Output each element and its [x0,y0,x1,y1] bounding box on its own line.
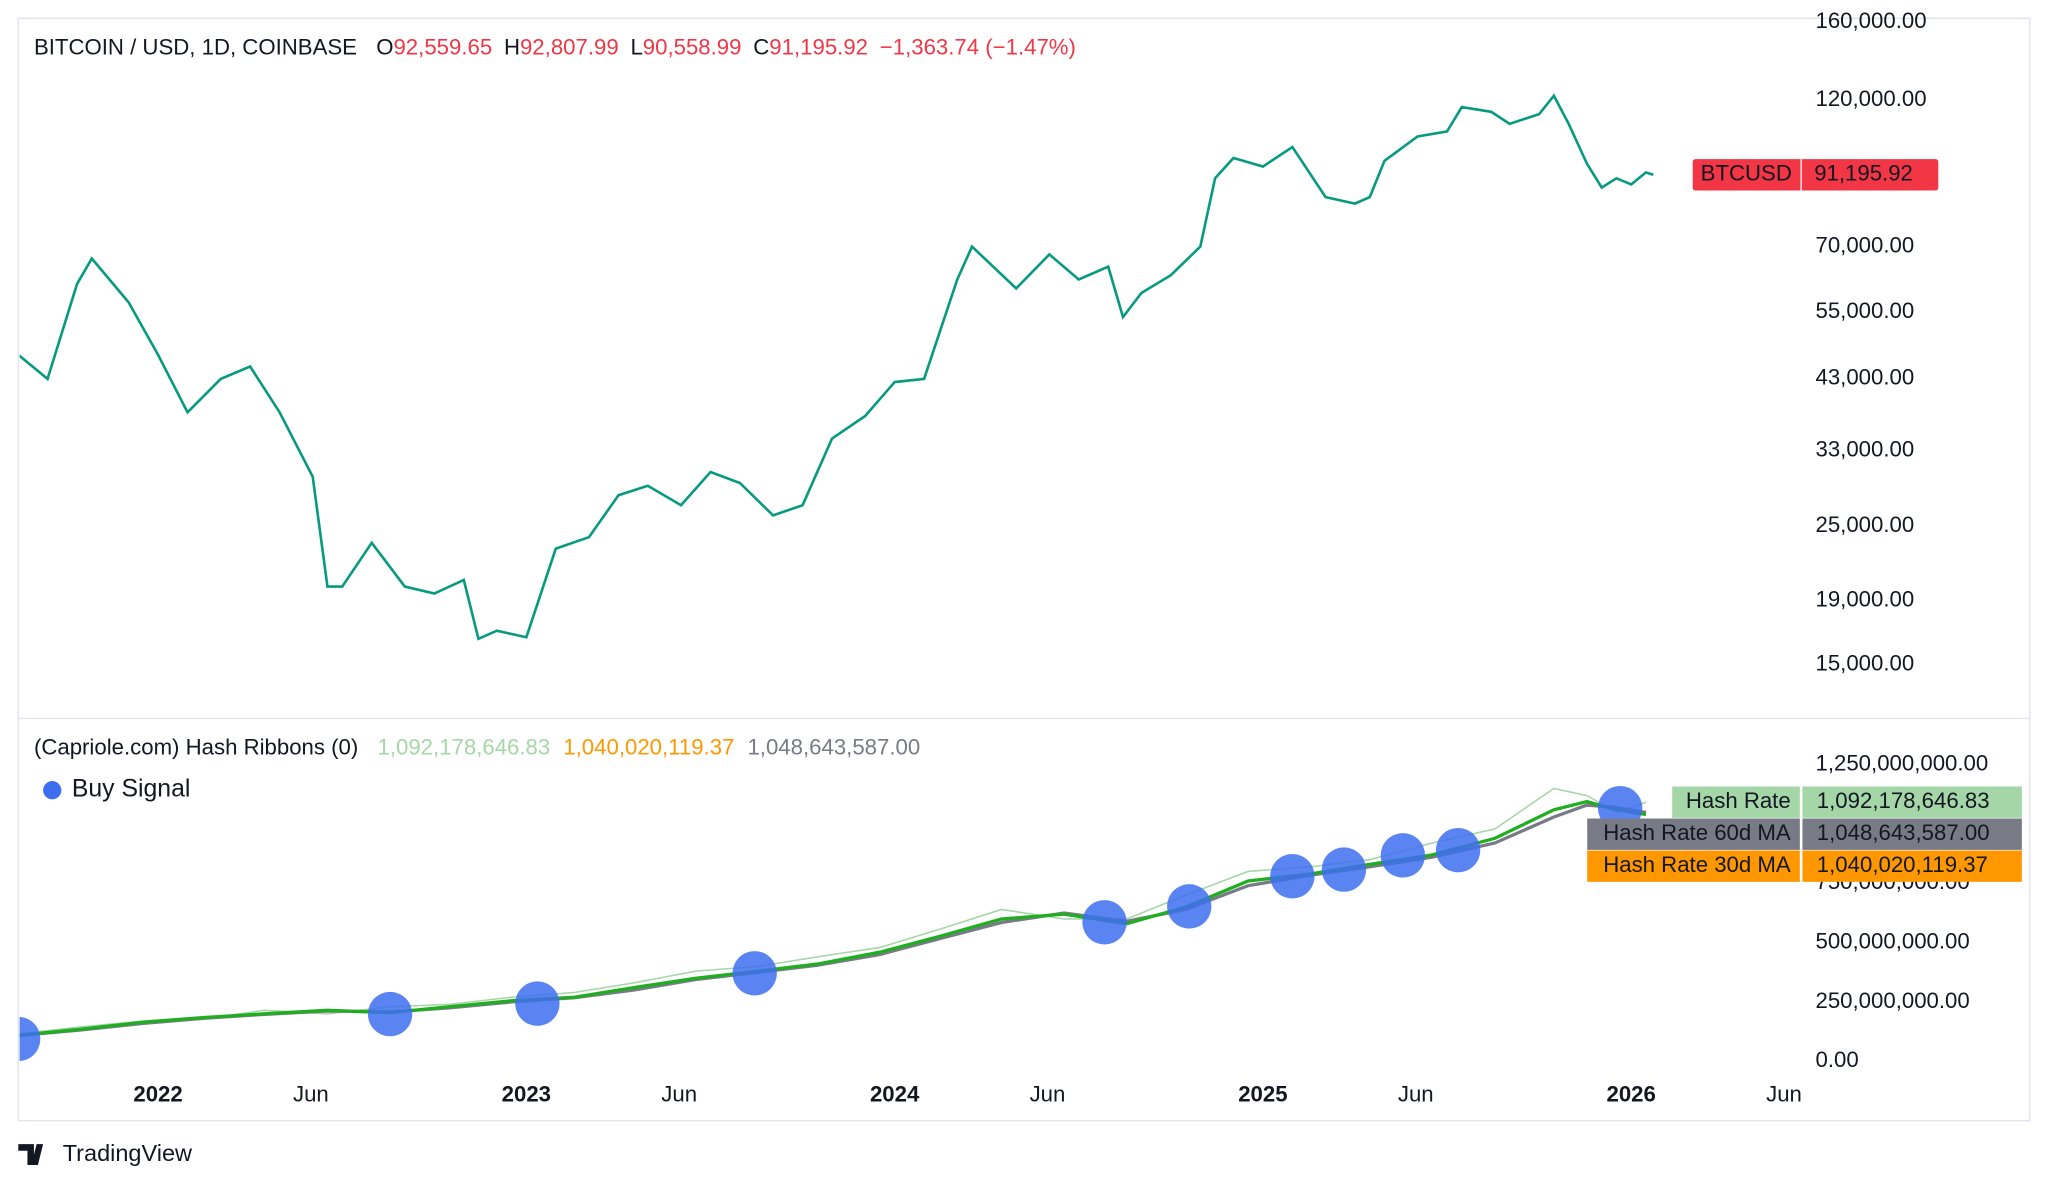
price-tag-value: 91,195.92 [1814,161,1913,186]
x-tick-label: Jun [661,1082,697,1107]
price-tick-label: 15,000.00 [1816,651,1915,676]
ohlc-value: 92,559.65 [393,34,492,59]
legend-label: Buy Signal [72,776,191,803]
hash-tick-label: 1,250,000,000.00 [1816,751,1989,776]
hash-tick-label: 0.00 [1816,1047,1859,1072]
buy-signal [1082,900,1127,945]
buy-signal [1435,827,1481,873]
x-tick-label: Jun [1398,1082,1434,1107]
indicator-title: (Capriole.com) Hash Ribbons (0) [34,734,358,759]
buy-signal [1321,847,1367,892]
logo-mark [18,1144,44,1166]
hash-tag-value: 1,092,178,646.83 [1817,788,1990,813]
ohlc-value: 90,558.99 [643,34,742,59]
ohlc-value: 92,807.99 [520,34,619,59]
ohlc-label: O [376,34,393,59]
indicator-value: 1,048,643,587.00 [747,734,920,759]
hash-tag-value: 1,040,020,119.37 [1817,852,1988,877]
price-tick-label: 33,000.00 [1816,437,1915,462]
indicator-legend: (Capriole.com) Hash Ribbons (0) 1,092,17… [34,734,920,759]
price-tick-label: 120,000.00 [1816,86,1927,111]
buy-signal [19,1016,41,1062]
price-tick-label: 43,000.00 [1816,365,1915,390]
x-tick-label: Jun [293,1082,329,1107]
indicator-value: 1,040,020,119.37 [563,734,734,759]
hash-tag-value-bg [1802,818,2022,850]
hash-tag-name: Hash Rate 60d MA [1603,820,1791,845]
hash-tag-name: Hash Rate [1686,788,1791,813]
x-tick-label: Jun [1766,1082,1802,1107]
x-tick-label: 2025 [1238,1082,1287,1107]
price-tick-label: 25,000.00 [1816,512,1915,537]
hash-plot [19,785,1647,1062]
ohlc-label: H [504,34,520,59]
indicator-value: 1,092,178,646.83 [378,734,551,759]
buy-signal [1167,884,1212,929]
x-tick-label: 2024 [870,1082,920,1107]
buy-signal [1380,833,1426,878]
price-tick-label: 55,000.00 [1816,298,1915,323]
price-tag-bg [1692,159,1939,191]
symbol-title: BITCOIN / USD, 1D, COINBASE [34,34,357,59]
x-tick-label: Jun [1030,1082,1066,1107]
ohlc-label: L [630,34,642,59]
x-tick-label: 2022 [133,1082,182,1107]
hash-tag-value: 1,048,643,587.00 [1817,820,1990,845]
ohlc-value: 91,195.92 [769,34,868,59]
change-value: −1,363.74 (−1.47%) [880,34,1076,59]
hash-tag-name-bg [1587,850,1800,882]
hash-tag-value-bg [1802,850,2022,882]
price-tick-label: 19,000.00 [1816,586,1915,611]
buy-signal [732,951,777,996]
price-tick-label: 160,000.00 [1816,8,1927,33]
hash-tag-value-bg [1802,786,2022,818]
hash-tag-name: Hash Rate 30d MA [1603,852,1791,877]
overlay: 15,000.00 19,000.00 25,000.00 33,000.00 43,0… [43,8,2022,1107]
legend-marker [43,781,62,800]
x-tick-label: 2026 [1607,1082,1656,1107]
price-plot [19,93,1654,641]
price-line [19,93,1654,641]
price-tick-label: 70,000.00 [1816,232,1915,257]
buy-signal [367,991,413,1037]
price-tag-name: BTCUSD [1701,161,1792,186]
footer-brand: TradingView [63,1140,193,1166]
price-legend: BITCOIN / USD, 1D, COINBASE O92,559.65 H9… [34,34,1076,59]
hash-tag-name-bg [1672,786,1800,818]
ohlc-label: C [753,34,769,59]
hash-tag-name-bg [1587,818,1800,850]
x-tick-label: 2023 [502,1082,551,1107]
buy-signal [1270,854,1315,899]
buy-signal [515,981,560,1026]
hash-tick-label: 500,000,000.00 [1816,929,1970,954]
logo [18,1144,44,1166]
hash-tick-label: 250,000,000.00 [1816,988,1970,1013]
